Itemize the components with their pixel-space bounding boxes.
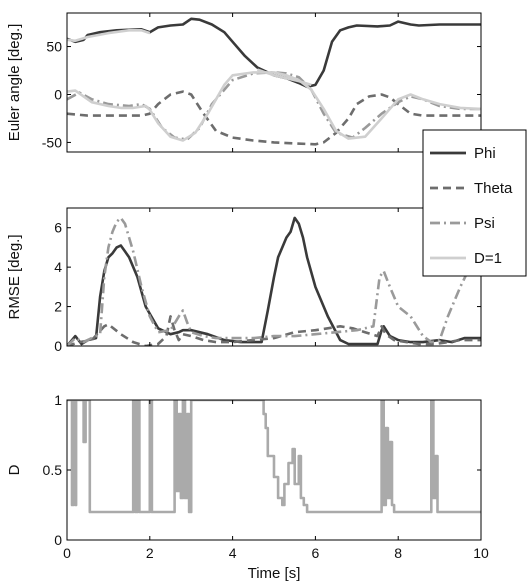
x-tick-label: 0	[63, 545, 71, 561]
series-line-psi	[67, 71, 481, 141]
x-tick-label: 8	[394, 545, 402, 561]
y-tick-label: 6	[54, 220, 62, 236]
y-tick-label: 0	[54, 86, 62, 102]
axes-box	[66, 207, 482, 347]
series-line-psi	[67, 216, 481, 346]
series-group	[67, 400, 481, 514]
legend-label: Psi	[474, 215, 495, 232]
x-axis-label: Time [s]	[248, 565, 301, 582]
y-tick-label: 0.5	[43, 462, 63, 478]
y-tick-label: 50	[46, 39, 62, 55]
y-tick-label: 0	[54, 532, 62, 548]
x-tick-label: 4	[229, 545, 237, 561]
y-tick-label: 1	[54, 392, 62, 408]
y-tick-label: 4	[54, 259, 62, 275]
legend-label: Theta	[474, 180, 513, 197]
series-line-d-1	[67, 71, 481, 142]
x-tick-label: 6	[312, 545, 320, 561]
series-group	[67, 216, 481, 346]
y-tick-label: -50	[42, 134, 62, 150]
series-line-d	[67, 400, 481, 514]
legend-label: D=1	[474, 250, 502, 267]
series-line-d-1	[67, 28, 151, 43]
legend: Phi Theta Psi D=1	[422, 129, 527, 277]
y-tick-label: 2	[54, 299, 62, 315]
series-line-theta	[67, 90, 481, 146]
panel-0: 50 0 -50 Euler angle [deg.]	[6, 12, 482, 153]
legend-label: Phi	[474, 145, 496, 162]
series-group	[67, 17, 481, 146]
panel-2: 0 2 4 6 8 10 1 0.5 0 D Time [s]	[6, 392, 489, 582]
y-axis-label: Euler angle [deg.]	[6, 24, 23, 142]
y-axis-label: D	[6, 464, 23, 475]
y-tick-label: 0	[54, 338, 62, 354]
y-axis-label: RMSE [deg.]	[6, 234, 23, 319]
panel-1: 6 4 2 0 RMSE [deg.]	[6, 207, 482, 354]
x-tick-label: 2	[146, 545, 154, 561]
axes-box	[66, 12, 482, 153]
x-tick-label: 10	[473, 545, 489, 561]
series-line-d-1	[256, 68, 312, 87]
